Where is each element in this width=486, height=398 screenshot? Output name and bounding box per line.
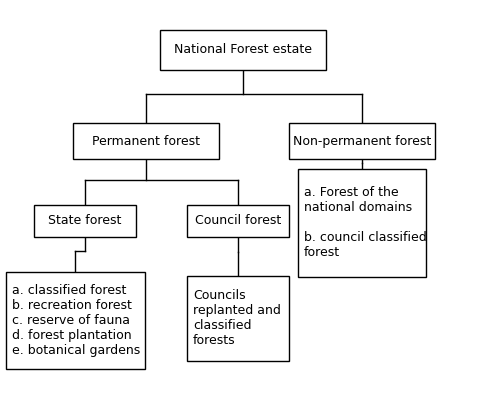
FancyBboxPatch shape [289,123,435,159]
FancyBboxPatch shape [34,205,136,237]
FancyBboxPatch shape [187,205,289,237]
FancyBboxPatch shape [73,123,219,159]
FancyBboxPatch shape [297,169,427,277]
Text: a. Forest of the
national domains

b. council classified
forest: a. Forest of the national domains b. cou… [303,186,426,259]
Text: State forest: State forest [49,215,122,227]
FancyBboxPatch shape [6,271,145,369]
Text: Permanent forest: Permanent forest [92,135,200,148]
Text: Councils
replanted and
classified
forests: Councils replanted and classified forest… [193,289,281,347]
Text: Non-permanent forest: Non-permanent forest [293,135,431,148]
FancyBboxPatch shape [160,30,326,70]
Text: Council forest: Council forest [195,215,281,227]
Text: National Forest estate: National Forest estate [174,43,312,56]
Text: a. classified forest
b. recreation forest
c. reserve of fauna
d. forest plantati: a. classified forest b. recreation fores… [12,284,140,357]
FancyBboxPatch shape [187,275,289,361]
